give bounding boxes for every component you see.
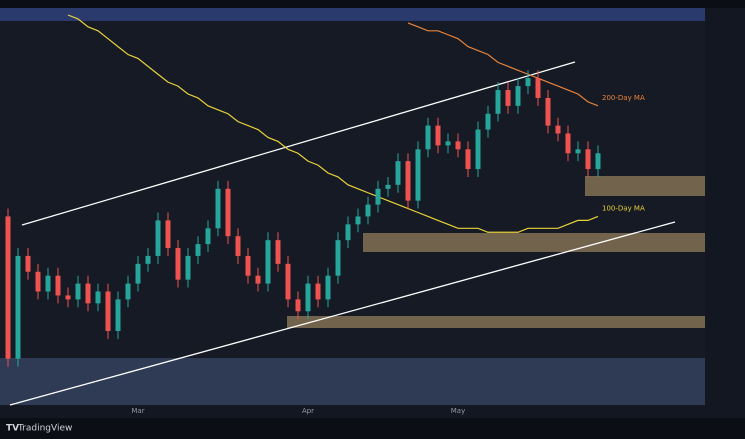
candle-body [265, 240, 271, 284]
candle-body [325, 275, 331, 300]
candle-body [15, 255, 21, 359]
candle-body [295, 299, 301, 312]
candle-body [165, 220, 171, 249]
candle-body [395, 161, 401, 185]
bottom-zone [0, 358, 705, 405]
candle-body [215, 188, 221, 229]
candle-body [545, 97, 551, 126]
candle-body [335, 240, 341, 276]
candle-body [515, 86, 521, 106]
candle-body [475, 129, 481, 170]
candle-body [555, 125, 561, 134]
candle-body [115, 299, 121, 331]
top-zone [0, 8, 705, 21]
candle-body [455, 141, 461, 150]
moving-average [407, 22, 599, 107]
ma-label: 100-Day MA [602, 204, 645, 212]
candle-body [175, 248, 181, 280]
candle-body [415, 149, 421, 201]
candle-body [585, 149, 591, 170]
candle-body [35, 271, 41, 292]
candle-body [65, 295, 71, 300]
channel-line [9, 221, 676, 406]
support-zone [585, 176, 705, 196]
channel-line [21, 61, 576, 226]
marks [5, 14, 601, 367]
brand-logo: TV [6, 424, 19, 434]
candle-body [535, 78, 541, 98]
candle-body [185, 255, 191, 280]
candle-body [505, 90, 511, 106]
candle-body [565, 133, 571, 154]
candle-body [425, 125, 431, 150]
candle-body [255, 275, 261, 284]
candle-body [525, 78, 531, 87]
candle-body [85, 283, 91, 304]
candle-body [25, 255, 31, 272]
support-zone [287, 316, 705, 328]
candle-body [275, 240, 281, 264]
candle-body [205, 228, 211, 245]
plot-area [0, 8, 705, 410]
support-zone [363, 233, 705, 252]
candle-body [435, 125, 441, 146]
candle-body [145, 255, 151, 264]
candle-body [5, 216, 11, 359]
candle-body [575, 149, 581, 154]
candle-body [345, 224, 351, 241]
moving-average [67, 14, 599, 233]
candle-body [445, 141, 451, 146]
candle-body [305, 283, 311, 312]
brand: TradingView [17, 424, 72, 434]
candle-body [245, 255, 251, 276]
candle-body [45, 275, 51, 292]
candle-body [225, 188, 231, 237]
price-axis [705, 8, 745, 410]
time-axis [0, 405, 745, 418]
candle-body [285, 263, 291, 300]
candle-body [235, 236, 241, 256]
candle-body [105, 291, 111, 331]
candle-body [125, 283, 131, 300]
candle-body [365, 204, 371, 217]
candle-body [485, 113, 491, 130]
candle-body [355, 216, 361, 225]
candle-body [55, 275, 61, 296]
ma-label: 200-Day MA [602, 94, 645, 102]
x-tick-label: May [451, 407, 465, 415]
candle-body [495, 90, 501, 114]
candle-body [95, 291, 101, 304]
candle-body [405, 161, 411, 201]
candle-body [155, 220, 161, 256]
candle-body [135, 263, 141, 284]
x-tick-label: Mar [131, 407, 144, 415]
x-tick-label: Apr [302, 407, 314, 415]
candle-body [465, 149, 471, 170]
candle-body [385, 184, 391, 189]
candle-body [75, 283, 81, 300]
candle-body [375, 188, 381, 205]
candle-body [315, 283, 321, 300]
candle-body [595, 153, 601, 170]
candle-body [195, 244, 201, 256]
